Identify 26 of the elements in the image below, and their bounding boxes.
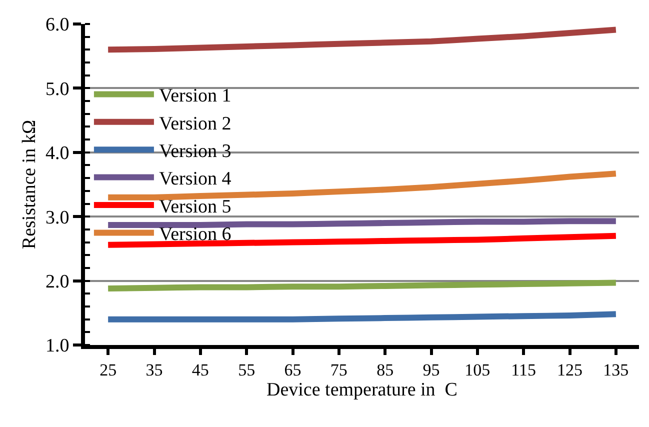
- x-tick-label: 65: [284, 360, 302, 380]
- y-tick-label: 2.0: [45, 271, 70, 292]
- x-tick-label: 45: [192, 360, 209, 380]
- y-tick-label: 5.0: [45, 78, 70, 100]
- legend-label: Version 5: [158, 196, 232, 218]
- legend-label: Version 4: [158, 168, 232, 190]
- x-tick-label: 95: [422, 360, 440, 380]
- y-tick-label: 4.0: [45, 143, 70, 164]
- legend-label: Version 6: [158, 224, 232, 246]
- x-tick-label: 35: [146, 360, 163, 380]
- y-tick-label: 3.0: [45, 207, 70, 228]
- x-tick-label: 125: [557, 360, 582, 380]
- x-tick-label: 115: [511, 360, 536, 380]
- x-tick-label: 135: [603, 360, 629, 380]
- x-axis-title: Device temperature in C: [266, 379, 458, 400]
- y-tick-label: 1.0: [45, 336, 70, 357]
- x-tick-label: 75: [330, 360, 348, 380]
- y-axis-title: Resistance in kΩ: [18, 120, 40, 250]
- x-tick-label: 85: [376, 360, 394, 380]
- x-tick-label: 105: [464, 360, 490, 380]
- y-tick-label: 6.0: [45, 14, 70, 36]
- x-tick-label: 25: [100, 360, 117, 380]
- legend-label: Version 1: [158, 86, 232, 107]
- legend-label: Version 2: [158, 113, 232, 134]
- legend-label: Version 3: [158, 141, 232, 162]
- x-tick-label: 55: [238, 360, 256, 380]
